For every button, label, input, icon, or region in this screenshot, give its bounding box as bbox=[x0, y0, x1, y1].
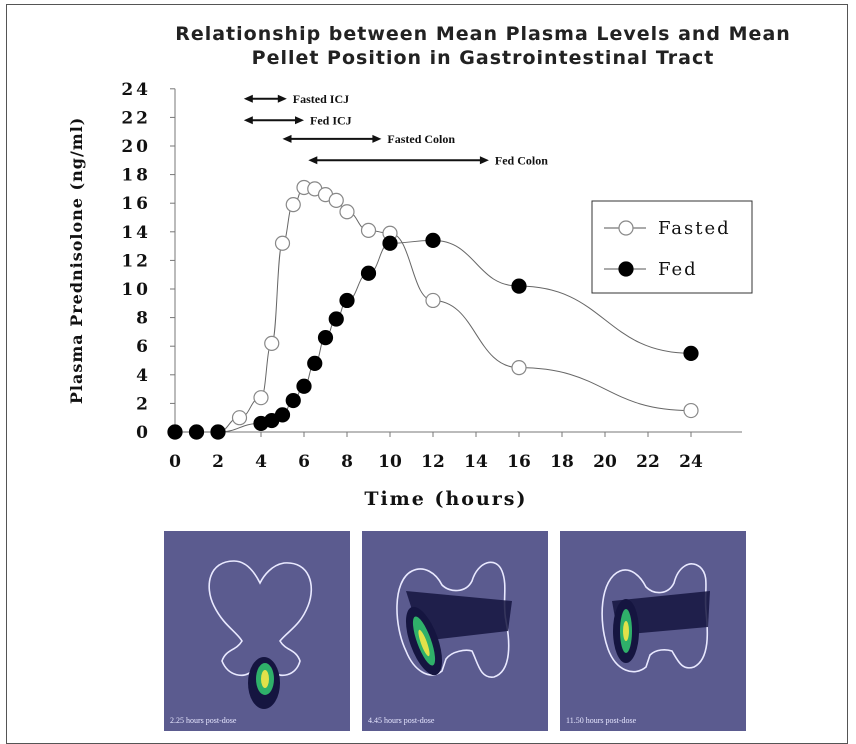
chart-title-line-1: Relationship between Mean Plasma Levels … bbox=[175, 23, 791, 45]
annotation-label: Fed Colon bbox=[495, 153, 548, 167]
y-tick-label: 14 bbox=[121, 223, 151, 243]
scintigraphy-image-2: 4.45 hours post-dose bbox=[362, 531, 548, 731]
annotation-label: Fasted ICJ bbox=[293, 92, 349, 106]
fasted-data-point bbox=[328, 192, 344, 208]
x-tick-label: 18 bbox=[550, 452, 574, 472]
fed-data-point bbox=[274, 407, 291, 423]
fed-data-point bbox=[683, 345, 699, 361]
fasted-data-point bbox=[511, 360, 527, 376]
x-tick-label: 22 bbox=[636, 452, 660, 472]
legend-marker bbox=[618, 261, 634, 277]
scan-caption-2: 4.45 hours post-dose bbox=[368, 716, 435, 725]
y-tick-label: 12 bbox=[121, 251, 151, 271]
y-tick-label: 8 bbox=[136, 309, 151, 329]
y-axis-label: Plasma Prednisolone (ng/ml) bbox=[67, 117, 86, 405]
x-tick-label: 10 bbox=[378, 452, 402, 472]
annotation-label: Fasted Colon bbox=[387, 132, 455, 146]
x-tick-label: 2 bbox=[212, 452, 224, 472]
legend-label-fasted: Fasted bbox=[658, 218, 731, 239]
chart-points bbox=[167, 179, 699, 440]
legend-label-fed: Fed bbox=[658, 259, 698, 280]
fasted-data-point bbox=[285, 197, 301, 213]
fed-data-point bbox=[511, 278, 527, 294]
fasted-data-point bbox=[360, 222, 377, 238]
scan-caption-1: 2.25 hours post-dose bbox=[170, 716, 237, 725]
y-tick-label: 24 bbox=[121, 80, 151, 100]
fed-data-point bbox=[360, 265, 377, 281]
fed-data-point bbox=[328, 311, 344, 327]
x-tick-label: 4 bbox=[255, 452, 267, 472]
y-tick-label: 6 bbox=[136, 337, 151, 357]
y-tick-label: 20 bbox=[121, 137, 151, 157]
fasted-data-point bbox=[425, 292, 441, 309]
scintigraphy-image-1: 2.25 hours post-dose bbox=[164, 531, 350, 731]
x-tick-label: 24 bbox=[679, 452, 703, 472]
x-tick-label: 20 bbox=[593, 452, 617, 472]
annotation-arrowhead-left bbox=[308, 156, 318, 165]
fasted-data-point bbox=[683, 402, 699, 419]
y-tick-label: 0 bbox=[136, 423, 151, 443]
x-tick-label: 0 bbox=[169, 452, 181, 472]
fed-data-point bbox=[188, 424, 205, 440]
legend-box bbox=[591, 200, 753, 294]
legend-marker bbox=[618, 220, 634, 236]
annotation-arrowhead-left bbox=[243, 116, 253, 125]
annotation-arrowhead-left bbox=[243, 94, 253, 103]
fed-data-point bbox=[307, 355, 323, 371]
x-tick-label: 12 bbox=[421, 452, 445, 472]
y-tick-label: 22 bbox=[121, 108, 151, 128]
fed-data-point bbox=[317, 330, 334, 346]
y-tick-label: 2 bbox=[136, 394, 151, 414]
fasted-data-point bbox=[253, 390, 269, 406]
x-tick-label: 16 bbox=[507, 452, 531, 472]
y-tick-label: 4 bbox=[136, 366, 151, 386]
x-tick-label: 14 bbox=[464, 452, 488, 472]
y-tick-label: 10 bbox=[121, 280, 151, 300]
annotation-arrowhead-right bbox=[295, 116, 304, 125]
y-tick-label: 18 bbox=[121, 166, 151, 186]
scintigraphy-image-3: 11.50 hours post-dose bbox=[560, 531, 746, 731]
scan-caption-3: 11.50 hours post-dose bbox=[566, 716, 637, 725]
y-tick-label: 16 bbox=[121, 194, 151, 214]
fasted-data-point bbox=[274, 235, 291, 251]
fed-data-point bbox=[425, 232, 441, 248]
annotation-arrowhead-right bbox=[372, 134, 382, 143]
x-axis-label: Time (hours) bbox=[364, 488, 527, 510]
fed-data-point bbox=[296, 378, 312, 394]
fed-data-point bbox=[339, 292, 355, 309]
fed-data-point bbox=[167, 424, 183, 440]
fasted-data-point bbox=[231, 410, 248, 426]
fed-data-point bbox=[210, 424, 226, 440]
annotation-arrowhead-left bbox=[282, 134, 292, 143]
chart-legend: Fasted Fed bbox=[591, 200, 753, 294]
chart-title: Relationship between Mean Plasma Levels … bbox=[0, 22, 856, 70]
chart-title-line-2: Pellet Position in Gastrointestinal Trac… bbox=[251, 47, 715, 69]
fasted-data-point bbox=[339, 204, 355, 220]
x-tick-label: 6 bbox=[298, 452, 310, 472]
fed-data-point bbox=[285, 392, 301, 409]
fasted-data-point bbox=[264, 335, 280, 351]
annotation-arrowhead-right bbox=[277, 94, 287, 103]
annotation-arrowhead-right bbox=[479, 156, 489, 165]
annotation-label: Fed ICJ bbox=[310, 113, 352, 127]
fed-data-point bbox=[382, 235, 398, 251]
chart-annotations: Fasted ICJ Fed ICJ Fasted Colon Fed Colon bbox=[243, 92, 548, 167]
x-tick-label: 8 bbox=[341, 452, 353, 472]
